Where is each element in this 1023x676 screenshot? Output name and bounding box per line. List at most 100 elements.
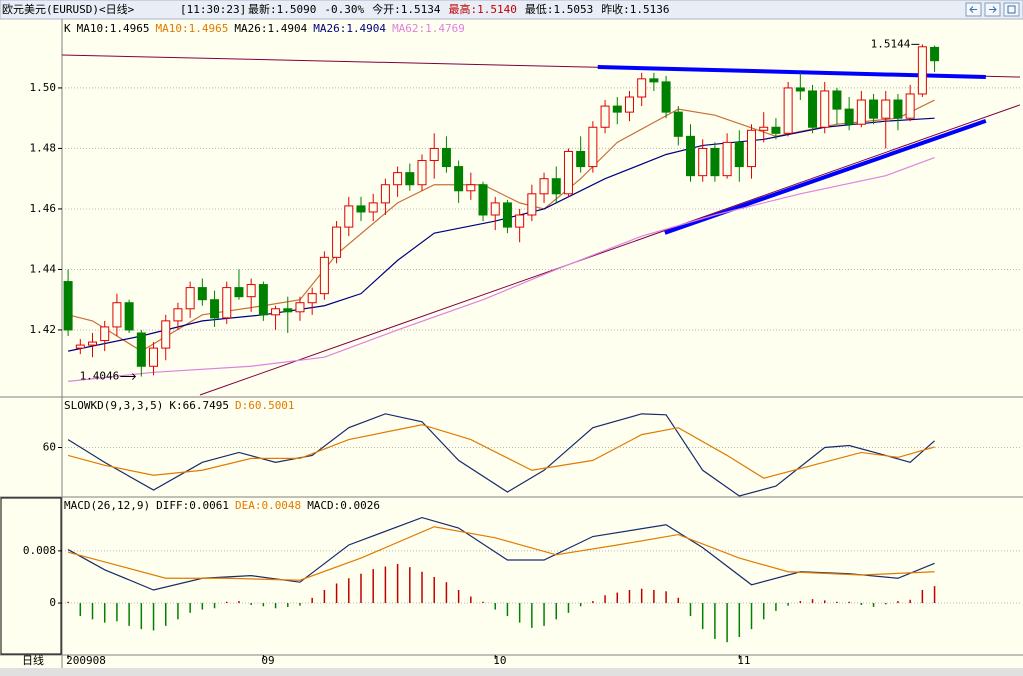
candle-body — [747, 129, 757, 168]
candle-body — [307, 293, 317, 304]
candle-body — [454, 166, 464, 192]
candle-body — [795, 87, 805, 92]
candle-body — [771, 126, 781, 134]
x-tick-label: 11 — [737, 654, 750, 667]
panel — [62, 44, 1020, 396]
candle-body — [210, 299, 220, 319]
header-item: 今开:1.5134 — [372, 2, 441, 16]
header-item: 昨收:1.5136 — [601, 2, 669, 16]
candle-body — [917, 46, 927, 95]
y-tick-label: 1.42 — [30, 323, 57, 336]
legend-entry: MA26:1.4904 — [234, 22, 307, 35]
indicator-line — [67, 526, 935, 581]
candle-body — [417, 160, 427, 186]
candle-body — [661, 81, 671, 113]
header-item: -0.30% — [324, 3, 364, 16]
candle-body — [344, 205, 354, 228]
header-bar — [0, 0, 1023, 20]
header-item: 最新:1.5090 — [248, 2, 316, 16]
candle-body — [502, 202, 512, 228]
candle-body — [649, 78, 659, 83]
candle-body — [539, 178, 549, 195]
candle-body — [637, 78, 647, 98]
candle-body — [283, 308, 293, 313]
panel — [62, 413, 1020, 497]
candle-body — [551, 178, 561, 195]
candle-body — [734, 141, 744, 168]
button-restore[interactable] — [1003, 2, 1020, 17]
header-item: 最低:1.5053 — [525, 3, 593, 16]
candle-body — [258, 284, 268, 316]
window-buttons[interactable] — [965, 2, 1020, 17]
panel — [62, 516, 1020, 643]
indicator-line — [67, 413, 935, 497]
candle-body — [271, 308, 281, 316]
period-label: 日线 — [22, 653, 44, 667]
candle-body — [820, 90, 830, 128]
candle-body — [905, 93, 915, 119]
candle-body — [490, 202, 500, 216]
candle-body — [673, 111, 683, 137]
y-tick-label: 1.48 — [30, 141, 57, 154]
candle-body — [173, 308, 183, 322]
status-bar — [0, 668, 1023, 676]
candle-body — [149, 347, 159, 367]
candle-body — [136, 332, 146, 367]
header-item: 最高:1.5140 — [448, 2, 516, 16]
y-tick-label: 1.50 — [30, 81, 57, 94]
legend-entry: SLOWKD(9,3,3,5) — [64, 399, 163, 412]
legend-entry: MA10:1.4965 — [77, 22, 150, 35]
icon — [1007, 5, 1016, 14]
icon — [989, 6, 997, 13]
legend-entry: D:60.5001 — [235, 399, 295, 412]
candle-body — [319, 256, 329, 295]
candle-body — [893, 99, 903, 119]
legend-entry: MA62:1.4769 — [392, 22, 465, 35]
candle-body — [161, 320, 171, 349]
candle-body — [124, 302, 134, 331]
candle-body — [234, 287, 244, 298]
candle-body — [844, 108, 854, 125]
low-pointer — [120, 373, 137, 380]
low-label: 1.4046 — [80, 370, 120, 383]
header-time: [11:30:23] — [180, 3, 246, 16]
x-tick-label: 10 — [493, 654, 506, 667]
candle-body — [759, 126, 769, 131]
candle-body — [576, 150, 586, 168]
candle-body — [429, 147, 439, 162]
candle-body — [100, 326, 110, 342]
candle-body — [881, 99, 891, 119]
legend-entry: MACD(26,12,9) — [64, 499, 150, 512]
candle-body — [197, 287, 207, 301]
candle-body — [563, 150, 573, 195]
legend-entry: K — [64, 22, 71, 35]
candle-body — [527, 193, 537, 216]
candle-body — [332, 226, 342, 258]
candle-body — [393, 172, 403, 186]
header-title: 欧元美元(EURUSD)<日线> — [2, 2, 135, 16]
legend-entry: DEA:0.0048 — [235, 499, 301, 512]
selection-box — [0, 497, 62, 655]
candle-body — [441, 147, 451, 168]
y-tick-label: 0 — [49, 596, 56, 609]
legend-entry: K:66.7495 — [169, 399, 229, 412]
candle-body — [222, 287, 232, 319]
candle-body — [368, 202, 378, 213]
candle-body — [75, 344, 85, 349]
candle-body — [869, 99, 879, 119]
candle-body — [478, 184, 488, 216]
candle-body — [710, 147, 720, 177]
candle-body — [295, 302, 305, 313]
legend-entry: MACD:0.0026 — [307, 499, 380, 512]
y-tick-label: 60 — [43, 441, 56, 454]
candle-body — [783, 87, 793, 134]
candle-body — [685, 135, 695, 177]
trend-line — [199, 104, 1020, 396]
candle-body — [380, 184, 390, 204]
candle-body — [356, 205, 366, 213]
legend-entry: MA10:1.4965 — [155, 22, 228, 35]
y-tick-label: 1.44 — [30, 262, 57, 275]
candle-body — [515, 214, 525, 228]
candle-body — [930, 46, 940, 62]
